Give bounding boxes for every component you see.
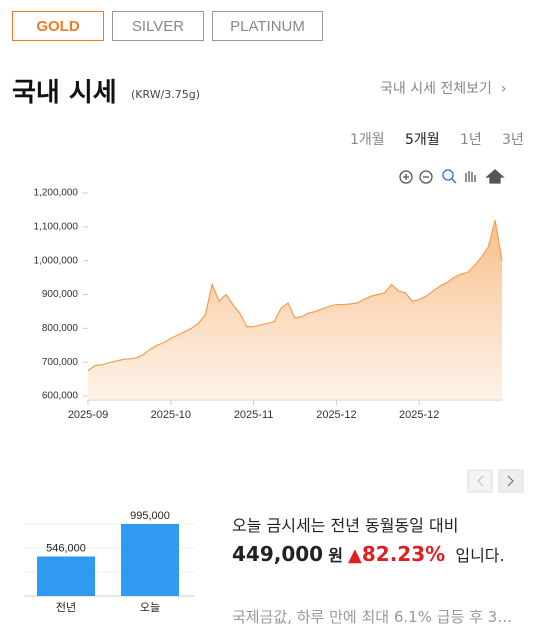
unit: (KRW/3.75g)	[131, 88, 201, 101]
summary-line: 449,000 원 ▲82.23% 입니다.	[232, 540, 532, 570]
link-text[interactable]: 국내 시세 전체보기	[380, 81, 492, 97]
tab[interactable]: PLATINUM	[212, 11, 323, 41]
link[interactable]: 국내 시세 전체보기 ›	[380, 81, 507, 97]
x-tick-label: 2025-09	[68, 409, 108, 421]
summary-text: 오늘 금시세는 전년 동월동일 대비	[232, 516, 459, 535]
won: 원	[328, 546, 343, 565]
y-tick-label: 700,000	[42, 357, 79, 368]
toolbar[interactable]	[399, 169, 505, 184]
area	[88, 220, 502, 400]
x-tick-label: 2025-10	[151, 409, 191, 421]
bar	[37, 556, 95, 596]
y-tick-label: 900,000	[42, 289, 79, 300]
diff: 449,000	[232, 542, 324, 566]
value-label: 546,000	[46, 542, 86, 554]
period[interactable]: 3년	[502, 132, 524, 148]
x-tick-label: 오늘	[140, 601, 160, 614]
percent: 82.23%	[361, 542, 446, 566]
x-tick-label: 2025-11	[234, 409, 274, 421]
y-tick-label: 1,200,000	[34, 188, 79, 199]
x-tick-label: 전년	[56, 601, 76, 614]
x-tick-label: 2025-12	[399, 409, 439, 421]
y-tick-label: 1,000,000	[34, 255, 79, 266]
value-label: 995,000	[130, 510, 170, 522]
arrow: ▲	[348, 545, 362, 566]
period[interactable]: 5개월	[405, 132, 440, 148]
period[interactable]: 1년	[460, 132, 482, 148]
y-tick-label: 800,000	[42, 323, 79, 334]
y-tick-label: 600,000	[42, 391, 79, 402]
y-tick-label: 1,100,000	[34, 221, 79, 232]
bar	[121, 524, 179, 596]
suffix: 입니다.	[455, 546, 505, 565]
tab[interactable]: SILVER	[112, 11, 204, 41]
period[interactable]: 1개월	[350, 132, 385, 148]
prev-button[interactable]	[467, 469, 493, 493]
x-tick-label: 2025-12	[316, 409, 356, 421]
next-icon	[507, 475, 514, 487]
prev-icon	[477, 475, 484, 487]
line	[87, 219, 503, 372]
title: 국내 시세	[12, 78, 117, 108]
tab[interactable]: GOLD	[12, 11, 104, 41]
news[interactable]: 국제금값, 하루 만에 최대 6.1% 급등 후 3…	[232, 608, 513, 626]
next-button[interactable]	[498, 469, 524, 493]
